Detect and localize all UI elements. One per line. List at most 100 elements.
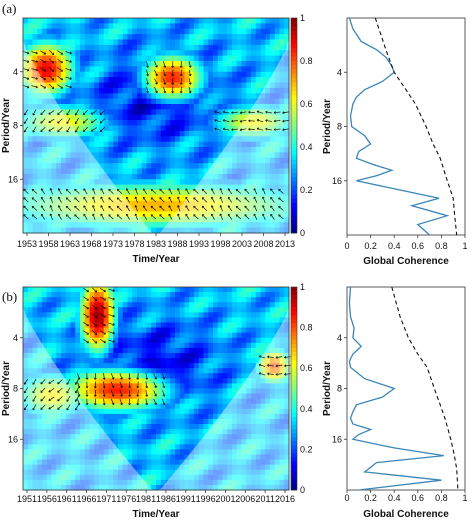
colorbar-cell: [291, 437, 297, 442]
colorbar-cell: [291, 52, 297, 58]
colorbar-cell: [291, 356, 297, 361]
time-tick-label: 2006: [235, 494, 255, 504]
colorbar-cell: [291, 469, 297, 475]
colorbar-tick-label: 0.2: [300, 185, 313, 195]
colorbar-tick-label: 0: [300, 228, 305, 238]
colorbar-cell: [291, 473, 297, 479]
panel-label: (b): [2, 289, 17, 304]
colorbar-tick-label: 0.2: [300, 444, 313, 454]
colorbar-cell: [291, 408, 297, 414]
colorbar-cell: [291, 116, 297, 122]
colorbar-cell: [291, 48, 297, 53]
cone-of-influence-left: [23, 287, 153, 490]
global-frame: [346, 286, 466, 491]
colorbar-cell: [291, 56, 297, 62]
colorbar-tick-label: 0.6: [300, 99, 313, 109]
colorbar-cell: [291, 351, 297, 357]
colorbar-cell: [291, 299, 297, 304]
global-frame: [346, 17, 466, 236]
colorbar-cell: [291, 477, 297, 483]
colorbar-cell: [291, 168, 297, 174]
colorbar-tick-label: 0.4: [300, 142, 313, 152]
colorbar-cell: [291, 142, 297, 148]
colorbar-frame: [290, 286, 298, 491]
time-tick-label: 1978: [124, 239, 144, 249]
colorbar-cell: [291, 368, 297, 373]
cone-of-influence-right: [159, 287, 289, 490]
colorbar-cell: [291, 404, 297, 410]
time-tick-label: 1996: [196, 494, 216, 504]
colorbar-cell: [291, 194, 297, 199]
colorbar-cell: [291, 65, 297, 70]
time-tick-label: 1998: [210, 239, 230, 249]
colorbar-cell: [291, 86, 297, 92]
coherence-tick-label: 0.4: [388, 241, 401, 251]
colorbar-cell: [291, 134, 297, 139]
global-period-axis-label: Period/Year: [322, 99, 333, 154]
period-axis-label: Period/Year: [1, 98, 12, 153]
colorbar-cell: [291, 416, 297, 422]
colorbar-frame: [290, 17, 298, 234]
global-period-axis-label: Period/Year: [322, 361, 333, 416]
colorbar-cell: [291, 73, 297, 79]
colorbar-cell: [291, 211, 297, 217]
colorbar-cell: [291, 388, 297, 393]
colorbar-cell: [291, 347, 297, 353]
colorbar-tick-label: 1: [300, 282, 305, 292]
time-tick-label: 2013: [275, 239, 295, 249]
colorbar-cell: [291, 303, 297, 308]
colorbar-cell: [291, 185, 297, 191]
colorbar-cell: [291, 224, 297, 230]
colorbar-cell: [291, 445, 297, 450]
colorbar-cell: [291, 380, 297, 385]
coherence-tick-label: 0.2: [364, 241, 377, 251]
colorbar-cell: [291, 307, 297, 312]
colorbar-cell: [291, 69, 297, 75]
global-coherence-label: Global Coherence: [363, 509, 449, 520]
time-tick-label: 2011: [255, 494, 274, 504]
colorbar-cell: [291, 95, 297, 101]
colorbar-cell: [291, 392, 297, 398]
time-tick-label: 2008: [253, 239, 273, 249]
global-period-tick-label: 16: [332, 176, 342, 186]
colorbar-cell: [291, 420, 297, 426]
colorbar-cell: [291, 461, 297, 467]
colorbar-cell: [291, 22, 297, 27]
colorbar-cell: [291, 39, 297, 45]
coherence-tick-label: 0.8: [435, 241, 448, 251]
colorbar-cell: [291, 364, 297, 369]
colorbar-cell: [291, 384, 297, 389]
time-tick-label: 1956: [37, 494, 57, 504]
colorbar-cell: [291, 295, 297, 300]
colorbar-cell: [291, 190, 297, 195]
global-period-tick-label: 4: [337, 333, 342, 343]
colorbar-cell: [291, 331, 297, 337]
colorbar-cell: [291, 412, 297, 418]
colorbar-cell: [291, 372, 297, 377]
panel-label: (a): [2, 1, 16, 16]
colorbar-cell: [291, 99, 297, 105]
colorbar-cell: [291, 400, 297, 406]
colorbar-cell: [291, 35, 297, 40]
time-tick-label: 1991: [176, 494, 196, 504]
time-tick-label: 1961: [57, 494, 77, 504]
coherence-tick-label: 0: [344, 493, 349, 503]
cone-of-influence-left: [23, 18, 153, 233]
time-tick-label: 1973: [103, 239, 123, 249]
significance-line: [391, 286, 459, 491]
colorbar-cell: [291, 315, 297, 320]
colorbar-cell: [291, 159, 297, 165]
colorbar-cell: [291, 172, 297, 178]
phase-arrows: [23, 287, 291, 411]
colorbar-cell: [291, 147, 297, 152]
time-tick-label: 1968: [81, 239, 101, 249]
colorbar-cell: [291, 18, 297, 23]
global-coherence-label: Global Coherence: [363, 256, 449, 267]
coherence-tick-label: 0.2: [364, 493, 377, 503]
colorbar-cell: [291, 125, 297, 131]
colorbar-cell: [291, 457, 297, 462]
time-tick-label: 1958: [38, 239, 58, 249]
global-coherence-panel: 0 0.2 0.4 0.6 0.8 1 4 8 16 Global Coherence Period…: [322, 286, 468, 520]
colorbar-tick-label: 0.8: [300, 56, 313, 66]
